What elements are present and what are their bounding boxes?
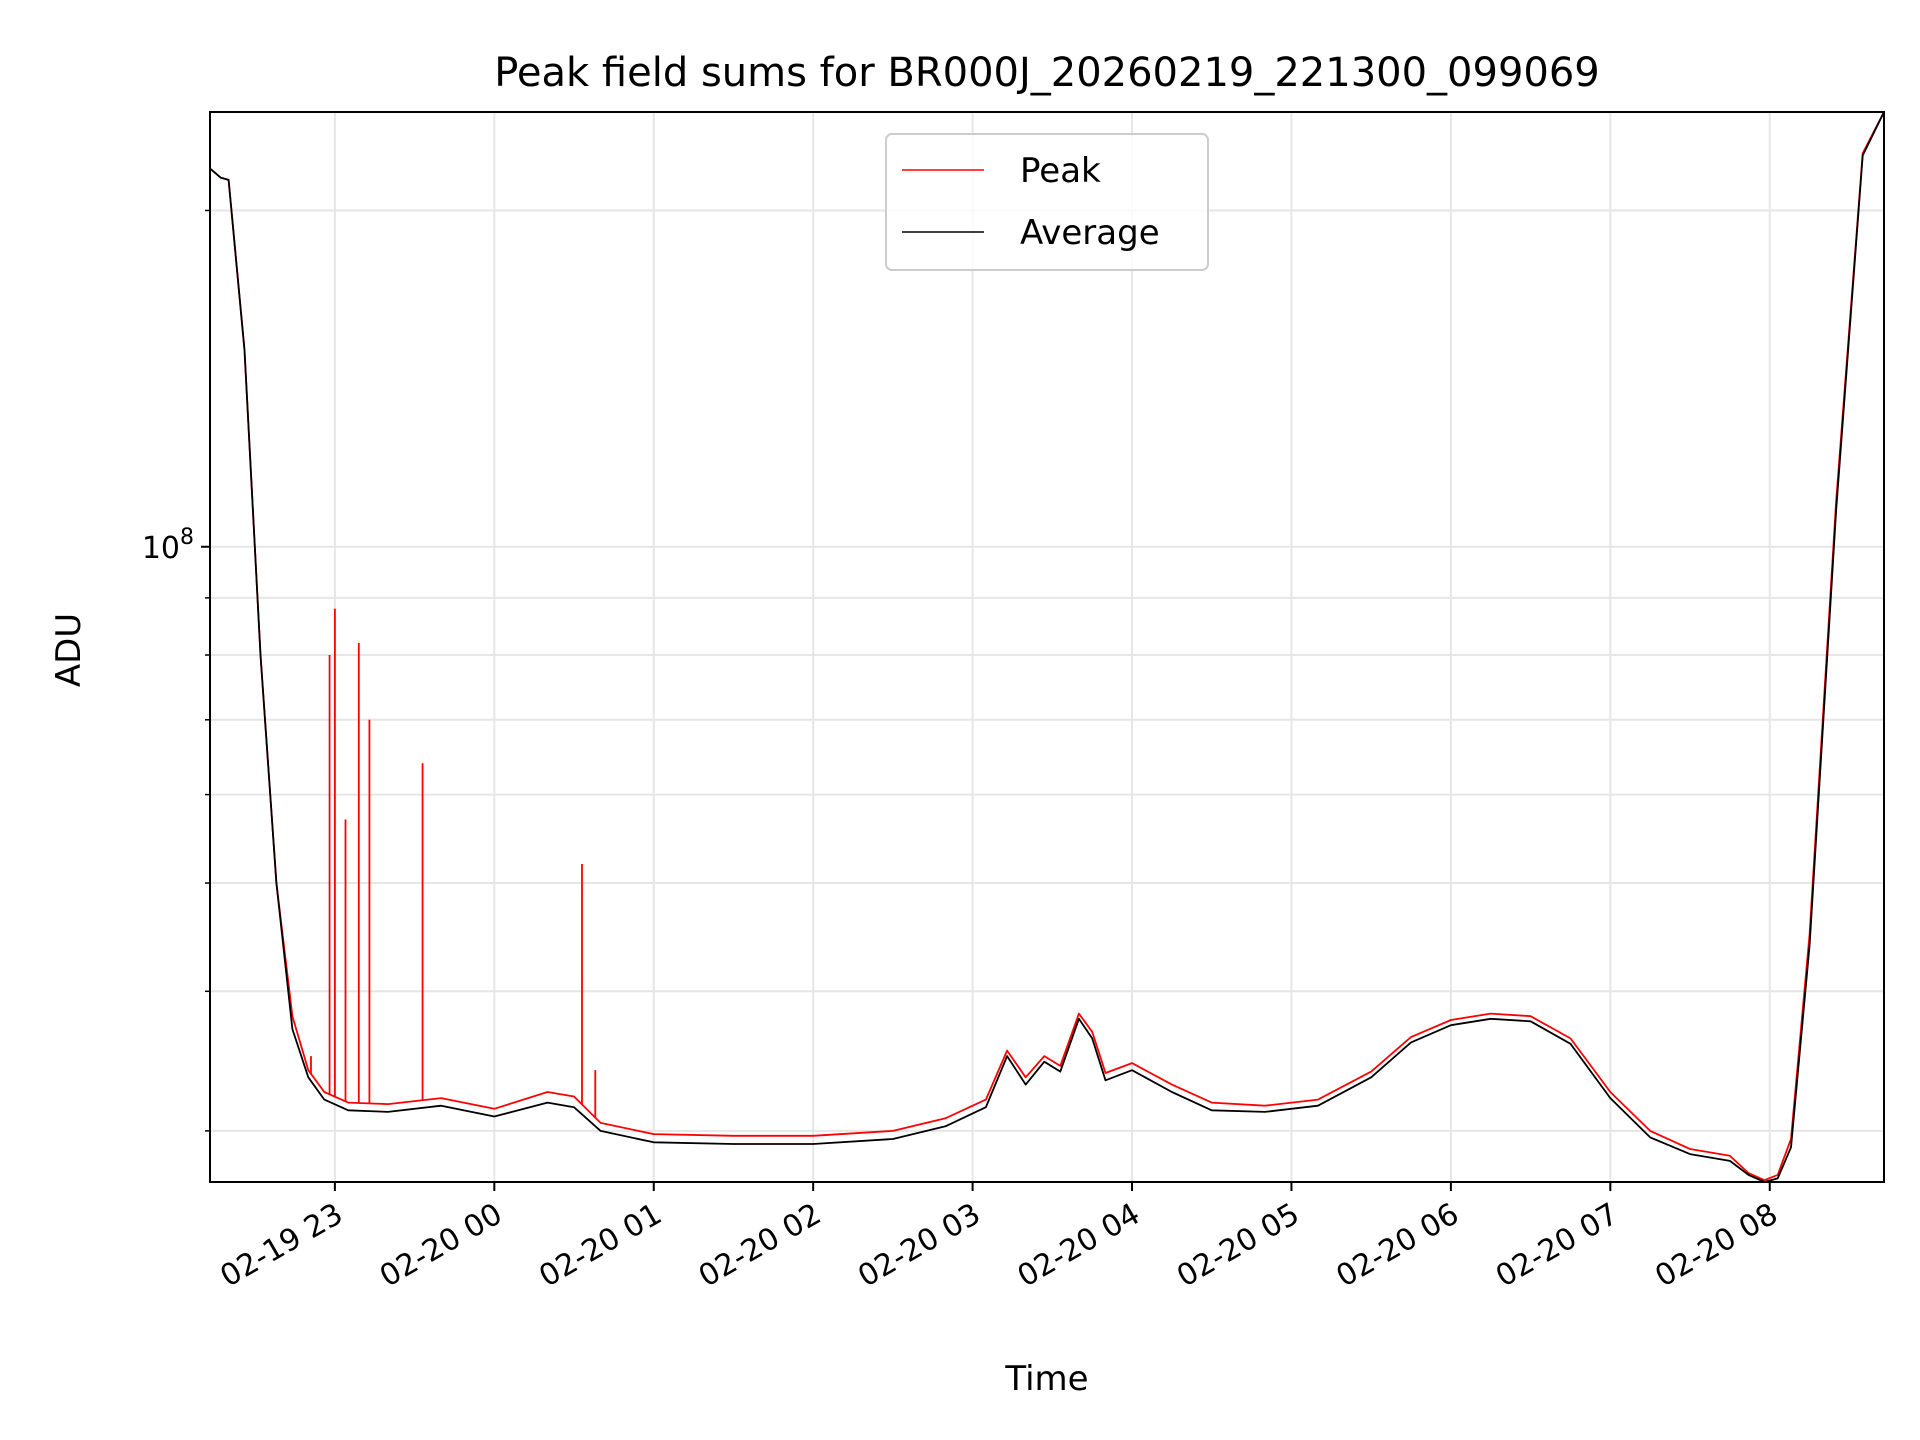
peak-series-line <box>210 112 1884 1182</box>
y-axis-ticks: 108 <box>142 209 210 1132</box>
plot-series <box>210 112 1884 1182</box>
x-axis-label: Time <box>1004 1359 1088 1399</box>
legend-peak-label: Peak <box>1020 151 1101 191</box>
grid-lines <box>210 112 1884 1182</box>
y-tick-label: 108 <box>142 525 194 566</box>
legend: Peak Average <box>885 133 1209 271</box>
average-series-line <box>210 112 1884 1182</box>
chart-title: Peak field sums for BR000J_20260219_2213… <box>494 50 1600 96</box>
legend-box <box>885 133 1209 271</box>
plot-area-frame <box>209 111 1885 1183</box>
legend-average-label: Average <box>1020 213 1160 253</box>
y-axis-label: ADU <box>49 613 89 687</box>
